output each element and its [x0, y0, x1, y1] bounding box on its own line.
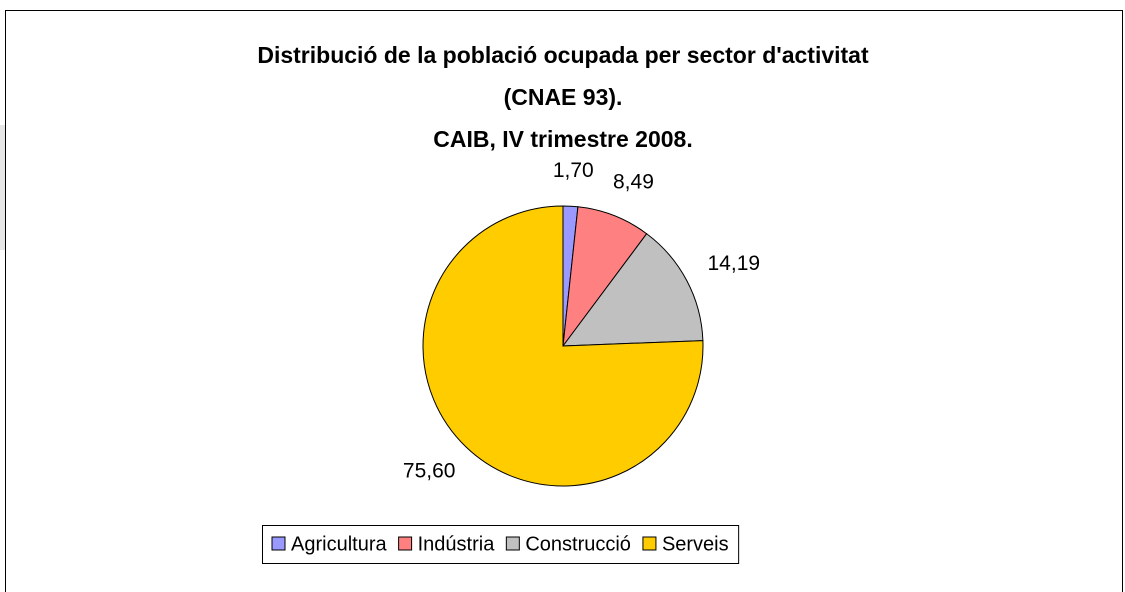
legend-swatch: [398, 536, 413, 551]
legend-label: Construcció: [525, 533, 631, 555]
pie-slice: [422, 205, 704, 487]
data-label: 1,70: [553, 159, 594, 182]
data-label: 8,49: [613, 171, 654, 194]
legend-swatch: [642, 536, 657, 551]
legend-label: Agricultura: [291, 533, 387, 555]
legend-label: Serveis: [662, 533, 729, 555]
legend-swatch: [271, 536, 286, 551]
legend-swatch: [505, 536, 520, 551]
chart-title: Distribució de la població ocupada per s…: [257, 42, 869, 68]
chart-title: (CNAE 93).: [504, 84, 623, 110]
data-label: 14,19: [708, 252, 761, 275]
data-label: 75,60: [403, 460, 456, 483]
legend-label: Indústria: [418, 533, 496, 555]
pie-slice: [561, 233, 704, 347]
legend: [262, 525, 740, 564]
chart-title: CAIB, IV trimestre 2008.: [433, 126, 693, 152]
